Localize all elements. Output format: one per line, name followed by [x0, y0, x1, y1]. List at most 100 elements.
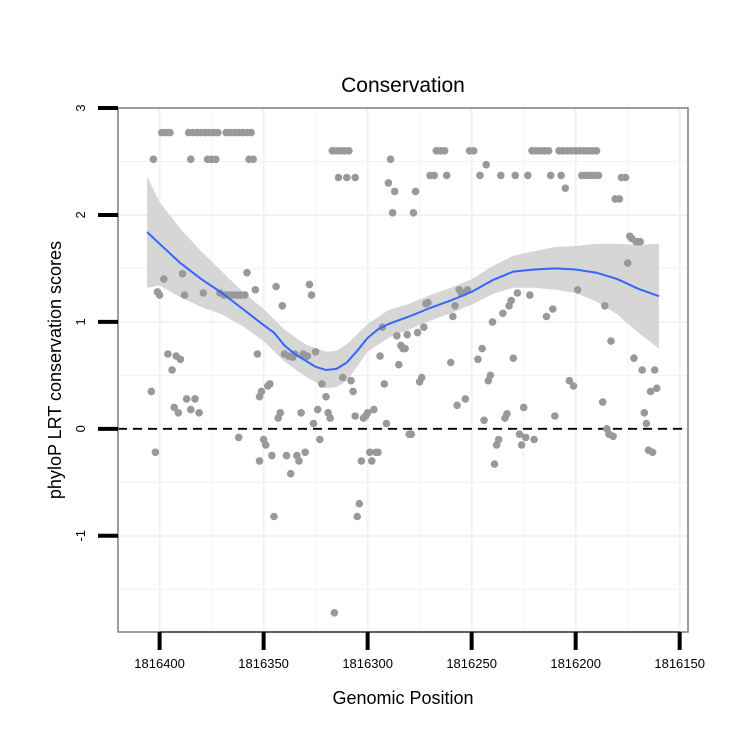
data-point [268, 451, 276, 460]
data-point [313, 405, 322, 414]
data-point [212, 155, 220, 164]
data-point [334, 173, 343, 182]
data-point [503, 410, 511, 418]
data-point [469, 147, 478, 155]
data-point [338, 373, 347, 382]
data-point [255, 457, 264, 465]
data-point [509, 354, 518, 363]
x-tick-label: 1816150 [654, 656, 705, 671]
data-point [174, 409, 183, 417]
data-point [382, 419, 391, 428]
x-tick-label: 1816200 [550, 656, 601, 671]
data-point [551, 412, 559, 420]
data-point [646, 387, 655, 396]
data-point [607, 337, 615, 345]
data-point [182, 395, 191, 403]
data-point [355, 499, 364, 508]
data-point [370, 405, 378, 414]
data-point [316, 435, 324, 444]
data-point [401, 344, 409, 353]
data-point [524, 171, 532, 180]
data-point [488, 318, 497, 326]
data-point [178, 270, 187, 278]
data-point [594, 171, 603, 180]
data-point [351, 173, 360, 182]
data-point [187, 155, 195, 164]
grid [118, 107, 688, 632]
data-point [195, 409, 203, 417]
data-point [507, 296, 515, 305]
smooth-trend-line [146, 231, 660, 372]
data-point [621, 173, 630, 182]
data-point [413, 328, 422, 337]
data-point [515, 430, 524, 439]
data-point [395, 360, 403, 369]
x-tick-label: 1816250 [446, 656, 497, 671]
confidence-ribbon-layer [147, 176, 659, 389]
data-point [530, 435, 538, 444]
data-point [282, 451, 291, 460]
data-point [249, 155, 257, 164]
data-point [286, 469, 295, 478]
data-point [305, 280, 314, 289]
data-point [384, 179, 393, 187]
data-point [598, 398, 607, 406]
data-point [326, 414, 335, 422]
plot-border [117, 107, 689, 633]
data-point [301, 448, 310, 457]
data-point [278, 302, 287, 310]
data-point [490, 460, 499, 468]
data-point [149, 155, 158, 164]
data-point [234, 433, 243, 442]
data-point [272, 282, 280, 291]
data-point [176, 355, 185, 364]
data-point [247, 128, 255, 137]
x-axis-label: Genomic Position [332, 688, 473, 708]
data-point [499, 309, 507, 318]
data-point [542, 312, 551, 321]
data-point [170, 403, 178, 412]
data-point [511, 171, 520, 180]
data-point [420, 323, 428, 332]
data-point [347, 376, 355, 385]
data-point [482, 160, 491, 169]
data-point [623, 259, 632, 267]
data-point [276, 409, 285, 417]
data-point [411, 187, 420, 196]
data-point [409, 209, 418, 217]
data-point [374, 448, 382, 457]
data-point [251, 286, 260, 294]
smooth-layer [146, 231, 660, 372]
y-axis-label: phyloP LRT conservation scores [45, 241, 65, 499]
data-point [261, 441, 270, 449]
data-point [497, 171, 505, 180]
y-tick-label: -1 [73, 530, 88, 542]
y-tick-label: 0 [73, 425, 88, 432]
data-point [376, 352, 384, 360]
data-point [609, 432, 617, 441]
data-point [160, 275, 168, 283]
data-point [474, 355, 482, 364]
data-point [403, 330, 412, 339]
data-point [168, 366, 176, 374]
data-point [517, 441, 526, 449]
data-point [318, 380, 326, 388]
chart-title: Conservation [341, 74, 465, 97]
data-point [569, 382, 578, 390]
data-point [447, 358, 455, 367]
data-point [307, 291, 316, 299]
data-point [180, 291, 189, 299]
data-point [214, 128, 222, 137]
points-layer [147, 128, 661, 617]
data-point [519, 403, 528, 412]
data-point [526, 291, 534, 299]
data-point [322, 392, 330, 401]
data-point [368, 457, 376, 465]
data-point [561, 184, 570, 192]
x-tick-label: 1816400 [134, 656, 185, 671]
data-point [486, 371, 495, 380]
data-point [453, 401, 461, 410]
data-point [343, 173, 351, 182]
data-point [380, 380, 389, 388]
y-axis: -1 0 1 2 3 [73, 104, 118, 542]
